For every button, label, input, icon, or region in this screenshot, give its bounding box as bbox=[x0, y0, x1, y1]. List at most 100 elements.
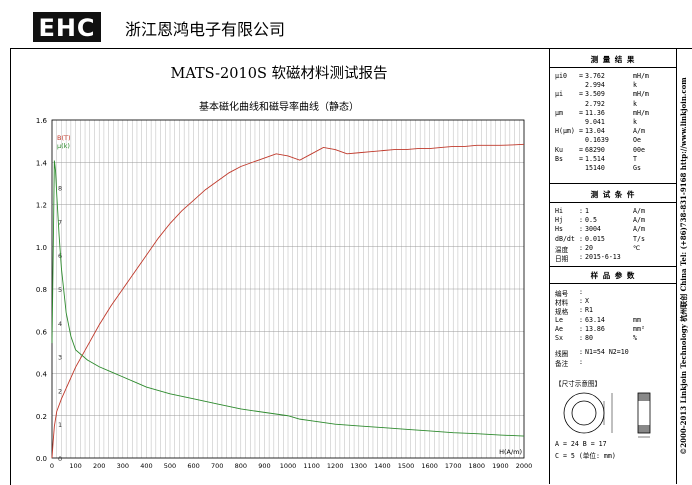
results-cell: μm bbox=[555, 108, 563, 117]
conditions-cell: Hs bbox=[555, 225, 563, 234]
y-left-tick-label: 0.8 bbox=[36, 286, 47, 294]
x-tick-label: 1500 bbox=[398, 462, 415, 470]
x-tick-label: 0 bbox=[50, 462, 54, 470]
results-cell: k bbox=[633, 81, 637, 90]
conditions-cell: A/m bbox=[633, 207, 645, 215]
series-line-b bbox=[51, 143, 525, 459]
conditions-cell: Hi bbox=[555, 207, 563, 215]
results-cell: 0.1639 bbox=[585, 136, 609, 145]
sample-cell: Le bbox=[555, 315, 563, 324]
results-sidebar: 测 量 结 果 μi0 = 3.762 mH/m 2.994 k μi = 3.509 mH/m 2.… bbox=[549, 48, 677, 484]
y-right-tick-label: 2 bbox=[58, 387, 62, 395]
y-left-tick-label: 1.0 bbox=[36, 244, 47, 252]
x-tick-label: 1100 bbox=[303, 462, 320, 470]
results-cell: Gs bbox=[633, 164, 641, 172]
results-cell: 2.792 bbox=[585, 99, 605, 108]
sample-cell: 编号 bbox=[555, 290, 569, 298]
y-right-tick-label: 4 bbox=[58, 320, 62, 328]
results-cell: mH/m bbox=[633, 90, 649, 99]
sample-cell: Ae bbox=[555, 324, 563, 333]
x-tick-label: 200 bbox=[93, 462, 105, 470]
x-tick-label: 2000 bbox=[516, 462, 533, 470]
sample-cell: 63.14 bbox=[585, 315, 605, 324]
dimension-line-2: C = 5 (单位: mm) bbox=[555, 452, 616, 460]
series-line-mu bbox=[51, 160, 525, 437]
y-left-tick-label: 0.0 bbox=[36, 455, 47, 463]
results-cell: = bbox=[579, 72, 583, 80]
x-tick-label: 500 bbox=[164, 462, 176, 470]
company-logo: EHC bbox=[33, 12, 101, 42]
sample-cell: 规格 bbox=[555, 308, 569, 317]
sample-cell: X bbox=[585, 297, 589, 306]
results-cell: Ku bbox=[555, 145, 563, 154]
sample-cell: 80 bbox=[585, 334, 593, 342]
x-tick-label: 1700 bbox=[445, 462, 462, 470]
results-cell: = bbox=[579, 127, 583, 136]
x-tick-label: 1800 bbox=[469, 462, 486, 470]
conditions-cell: 1 bbox=[585, 207, 589, 215]
x-axis-label: H(A/m) bbox=[499, 448, 522, 456]
legend-mu: μ(k) bbox=[57, 142, 70, 150]
results-cell: 2.994 bbox=[585, 81, 605, 90]
y-right-tick-label: 8 bbox=[58, 185, 62, 193]
conditions-cell: 2015-6-13 bbox=[585, 253, 621, 261]
y-right-tick-label: 7 bbox=[58, 218, 62, 226]
sample-cell: % bbox=[633, 334, 637, 342]
results-cell: 3.509 bbox=[585, 90, 605, 99]
sample-cell: : bbox=[579, 324, 583, 333]
x-tick-label: 1300 bbox=[351, 462, 368, 470]
results-cell: 68290 bbox=[585, 145, 605, 154]
sample-cell: 13.86 bbox=[585, 324, 605, 333]
x-tick-label: 700 bbox=[211, 462, 223, 470]
plot-border bbox=[51, 119, 525, 459]
sample-cell: R1 bbox=[585, 306, 593, 315]
x-tick-label: 100 bbox=[69, 462, 81, 470]
dimension-line-1: A = 24 B = 17 bbox=[555, 440, 607, 448]
extra-cell: 备注 bbox=[555, 360, 569, 368]
y-right-tick-label: 5 bbox=[58, 286, 62, 294]
y-right-tick-label: 6 bbox=[58, 252, 62, 260]
results-cell: 00e bbox=[633, 145, 645, 154]
sample-cell: : bbox=[579, 315, 583, 324]
x-tick-label: 1900 bbox=[492, 462, 509, 470]
y-right-tick-label: 1 bbox=[58, 421, 62, 429]
sample-title: 样 品 参 数 bbox=[590, 271, 636, 280]
extra-cell: 线圈 bbox=[555, 350, 569, 358]
conditions-divider bbox=[550, 202, 676, 203]
sample-cell: : bbox=[579, 297, 583, 306]
x-tick-label: 300 bbox=[117, 462, 129, 470]
results-cell: H(μm) bbox=[555, 127, 575, 136]
sample-divider bbox=[550, 283, 676, 284]
results-cell: T bbox=[633, 154, 637, 163]
results-bottom-divider bbox=[550, 183, 676, 184]
results-cell: = bbox=[579, 108, 583, 117]
results-cell: 1.514 bbox=[585, 154, 605, 163]
conditions-cell: 20 bbox=[585, 243, 593, 252]
bh-curve-chart: 0.0 0.2 0.4 0.6 0.8 1.0 1.2 1.4 1.6 0 1 2 3 4 5 6 7 8 0 100… bbox=[36, 117, 533, 470]
sample-cell: : bbox=[579, 334, 583, 342]
conditions-cell: A/m bbox=[633, 216, 645, 225]
results-cell: = bbox=[579, 154, 583, 163]
copyright-text: ©2000-2013 Linkjoin Technology 杭州联创 Chin… bbox=[679, 77, 688, 455]
chart-area: MATS-2010S 软磁材料测试报告 基本磁化曲线和磁导率曲线（静态） 0.0… bbox=[10, 48, 548, 484]
results-cell: 11.36 bbox=[585, 108, 605, 117]
conditions-cell: : bbox=[579, 243, 583, 252]
conditions-cell: 日期 bbox=[555, 255, 569, 263]
results-cell: = bbox=[579, 145, 583, 154]
results-title: 测 量 结 果 bbox=[590, 55, 636, 64]
results-divider bbox=[550, 67, 676, 68]
conditions-bottom-divider bbox=[550, 266, 676, 267]
legend-b: B(T) bbox=[57, 134, 71, 142]
sample-cell: 材料 bbox=[555, 299, 569, 308]
results-cell: k bbox=[633, 118, 637, 126]
y-left-tick-label: 1.2 bbox=[36, 202, 47, 210]
y-left-tick-label: 1.6 bbox=[36, 117, 48, 125]
extra-cell: N1=54 N2=10 bbox=[585, 348, 629, 356]
report-frame bbox=[10, 48, 692, 485]
results-cell: μi bbox=[555, 90, 563, 99]
conditions-cell: : bbox=[579, 234, 583, 243]
extra-cell: : bbox=[579, 358, 583, 366]
conditions-cell: 3004 bbox=[585, 225, 601, 234]
sample-cell: : bbox=[579, 288, 583, 296]
conditions-cell: 0.015 bbox=[585, 234, 605, 243]
